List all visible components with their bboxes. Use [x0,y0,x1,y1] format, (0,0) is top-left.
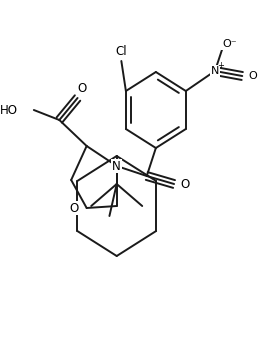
Text: O⁻: O⁻ [222,39,237,49]
Text: O: O [69,202,78,214]
Text: O: O [77,82,87,95]
Text: +: + [217,61,224,69]
Text: Cl: Cl [116,44,127,58]
Text: HO: HO [0,103,18,116]
Text: N: N [112,160,121,173]
Text: O: O [180,178,190,190]
Text: O: O [249,71,257,81]
Text: N: N [211,66,219,76]
